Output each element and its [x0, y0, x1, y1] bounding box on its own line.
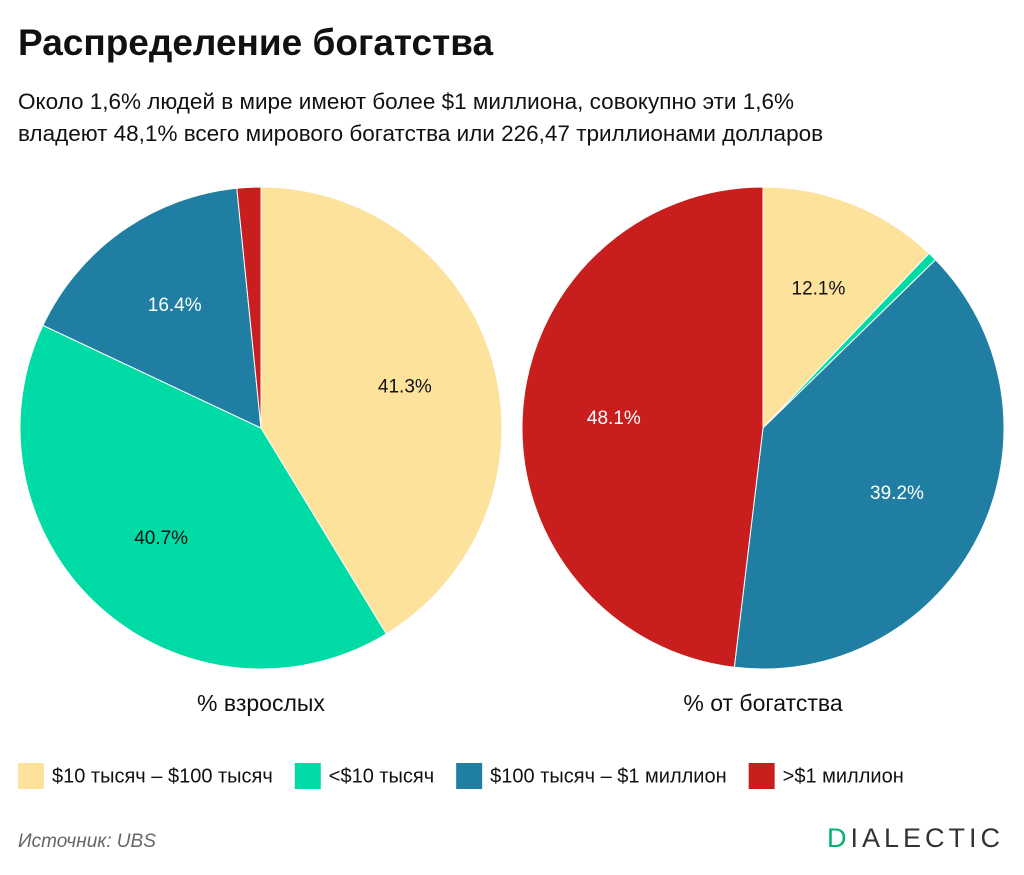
data-label: 16.4% — [148, 295, 202, 316]
data-label: 39.2% — [870, 483, 924, 504]
legend-swatch — [18, 763, 44, 789]
subtitle-line: Около 1,6% людей в мире имеют более $1 м… — [18, 89, 794, 114]
source: Источник: UBS — [18, 831, 156, 852]
data-label: 12.1% — [792, 278, 846, 299]
chart-title: % от богатства — [683, 690, 842, 716]
pie-slice — [19, 324, 387, 670]
brand-rest: IALECTIC — [850, 823, 1004, 853]
pie-slice — [260, 186, 503, 635]
pie-slice — [42, 187, 262, 429]
legend-swatch — [748, 763, 775, 789]
chart-title: % взрослых — [197, 690, 325, 716]
pie-slice — [521, 186, 764, 668]
data-label: 40.7% — [134, 528, 188, 549]
page-title: Распределение богатства — [18, 22, 494, 63]
brand-logo: DIALECTIC — [827, 823, 1004, 853]
legend-label: $100 тысяч – $1 миллион — [490, 765, 726, 787]
pie-slice — [733, 259, 1005, 670]
pie-slice — [236, 186, 262, 429]
pie-slice — [762, 186, 930, 430]
data-label: 41.3% — [378, 377, 432, 398]
brand-initial: D — [827, 823, 851, 853]
legend-label: $10 тысяч – $100 тысяч — [52, 765, 273, 787]
legend-label: >$1 миллион — [783, 765, 904, 787]
legend-swatch — [456, 763, 483, 789]
subtitle-line: владеют 48,1% всего мирового богатства и… — [18, 121, 823, 146]
legend-swatch — [294, 763, 321, 789]
data-label: 48.1% — [587, 408, 641, 429]
legend-label: <$10 тысяч — [329, 765, 434, 787]
